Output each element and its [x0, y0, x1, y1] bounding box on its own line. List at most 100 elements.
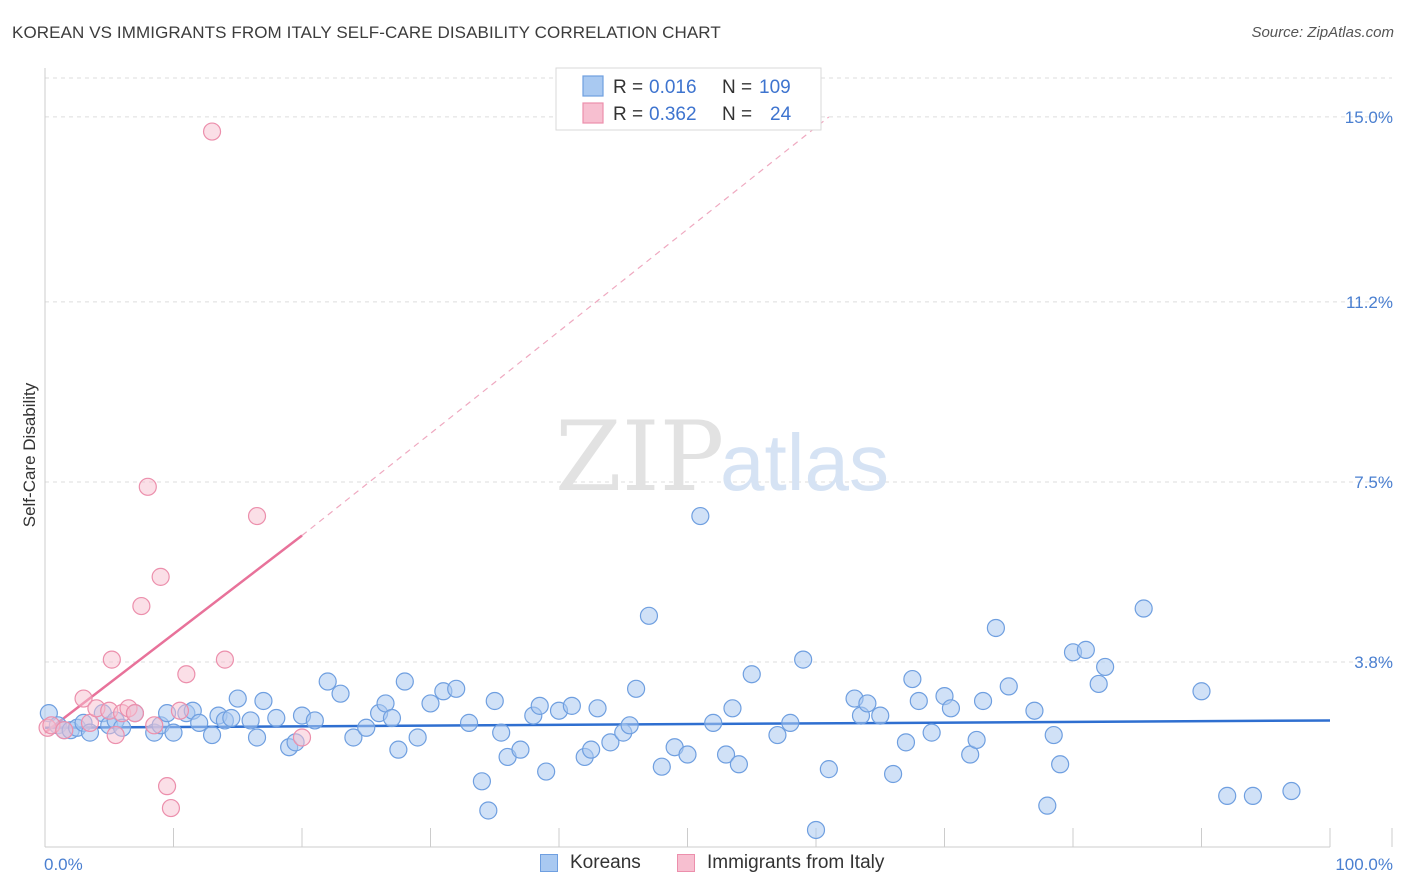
- korean-point: [620, 716, 639, 735]
- korean-point: [357, 718, 376, 737]
- korean-point: [1282, 781, 1301, 801]
- korean-point: [1089, 674, 1108, 694]
- bottom-legend-koreans-swatch: [540, 854, 558, 872]
- korean-point: [202, 725, 222, 745]
- korean-point: [389, 740, 408, 759]
- korean-point: [601, 733, 620, 752]
- korean-point: [626, 679, 646, 698]
- korean-point: [562, 696, 581, 715]
- watermark-zip: ZIP: [555, 401, 724, 513]
- korean-point: [922, 723, 941, 742]
- korean-trend-line: [44, 719, 1331, 730]
- korean-point: [254, 691, 273, 711]
- bottom-legend-italy-label: Immigrants from Italy: [707, 852, 885, 873]
- korean-point: [883, 764, 903, 784]
- y-axis-label: Self-Care Disability: [20, 382, 39, 527]
- italy-point: [202, 122, 222, 141]
- korean-point: [729, 755, 749, 774]
- korean-point: [1051, 755, 1070, 774]
- korean-point: [704, 713, 723, 732]
- korean-point: [588, 699, 607, 718]
- italy-point: [132, 596, 151, 616]
- legend-r-label-1: R =: [613, 77, 643, 98]
- italy-point: [151, 567, 170, 586]
- chart-title: KOREAN VS IMMIGRANTS FROM ITALY SELF-CAR…: [12, 23, 721, 42]
- korean-point: [537, 762, 556, 781]
- bottom-legend-koreans: Koreans: [540, 852, 641, 874]
- korean-points: [39, 506, 1301, 840]
- legend-swatch-koreans: [582, 75, 604, 97]
- korean-point: [190, 713, 209, 732]
- bottom-legend: Koreans Immigrants from Italy: [0, 852, 1406, 880]
- tick-labels: 3.8% 7.5% 11.2% 15.0% 0.0% 100.0%: [44, 108, 1393, 874]
- korean-point: [1134, 599, 1153, 618]
- korean-point: [1192, 682, 1211, 701]
- korean-point: [472, 772, 491, 791]
- italy-point: [102, 650, 121, 669]
- korean-point: [492, 723, 511, 742]
- italy-point: [177, 665, 196, 684]
- korean-point: [1076, 640, 1095, 659]
- bottom-legend-italy: Immigrants from Italy: [677, 852, 884, 874]
- korean-point: [1243, 786, 1263, 805]
- italy-point: [292, 728, 312, 747]
- korean-point: [164, 723, 183, 742]
- korean-point: [896, 733, 916, 752]
- korean-point: [530, 696, 549, 715]
- korean-point: [395, 672, 414, 691]
- italy-point: [157, 777, 177, 796]
- y-tick-label-0: 3.8%: [1354, 653, 1393, 672]
- korean-point: [479, 801, 498, 820]
- italy-point: [215, 650, 234, 669]
- legend-n-label-2: N =: [722, 104, 752, 125]
- korean-point: [742, 665, 761, 684]
- korean-point: [639, 606, 659, 625]
- korean-point: [999, 677, 1018, 696]
- italy-points: [38, 122, 312, 818]
- legend-n-label-1: N =: [722, 77, 752, 98]
- korean-point: [408, 728, 427, 747]
- bottom-legend-italy-swatch: [677, 854, 695, 872]
- legend-r-label-2: R =: [613, 104, 643, 125]
- korean-point: [973, 691, 993, 711]
- y-tick-label-1: 7.5%: [1354, 473, 1393, 492]
- korean-point: [582, 740, 601, 759]
- korean-point: [318, 672, 337, 691]
- italy-trend-extension: [301, 116, 830, 536]
- x-tick-label-0: 0.0%: [44, 855, 83, 874]
- korean-point: [768, 725, 787, 745]
- korean-point: [459, 713, 479, 732]
- watermark-atlas: atlas: [720, 418, 889, 507]
- korean-point: [678, 745, 697, 764]
- korean-point: [723, 699, 742, 718]
- korean-point: [485, 691, 504, 711]
- korean-point: [447, 679, 466, 698]
- grid-lines: [45, 77, 1392, 663]
- source-label: Source: ZipAtlas.com: [1251, 24, 1394, 41]
- italy-point: [106, 725, 125, 745]
- korean-point: [806, 820, 826, 840]
- korean-point: [1218, 786, 1237, 805]
- korean-point: [305, 711, 324, 730]
- korean-point: [331, 684, 350, 703]
- korean-point: [986, 618, 1006, 638]
- korean-point: [1025, 701, 1044, 720]
- x-tick-label-1: 100.0%: [1335, 855, 1393, 874]
- korean-point: [903, 669, 922, 689]
- legend-n-value-2: 24: [770, 104, 792, 125]
- korean-point: [247, 728, 267, 747]
- y-tick-label-2: 11.2%: [1346, 293, 1393, 312]
- korean-point: [241, 711, 260, 730]
- korean-point: [228, 689, 247, 708]
- italy-point: [247, 506, 267, 526]
- italy-point: [74, 689, 93, 708]
- legend-r-value-2: 0.362: [649, 104, 697, 125]
- korean-point: [652, 757, 671, 776]
- korean-point: [222, 708, 241, 728]
- legend-swatch-italy: [582, 102, 604, 124]
- korean-point: [691, 506, 710, 526]
- korean-point: [344, 728, 363, 747]
- legend-box: R = 0.016 N = 109 R = 0.362 N = 24: [555, 67, 822, 131]
- korean-point: [716, 745, 736, 764]
